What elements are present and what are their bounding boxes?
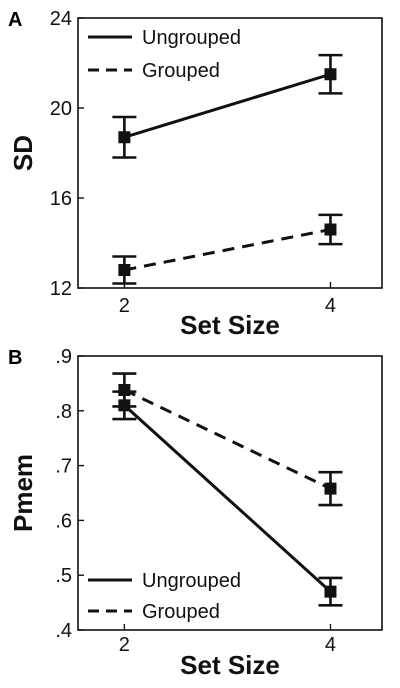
data-point (118, 131, 131, 144)
y-tick-label: 20 (50, 98, 72, 120)
plot-frame (77, 355, 383, 631)
panel-letter: A (8, 9, 22, 31)
legend-label: Ungrouped (142, 27, 241, 49)
y-tick-label: .9 (55, 346, 72, 368)
legend-label: Grouped (142, 60, 220, 82)
series-line (123, 72, 331, 139)
x-tick-label: 4 (325, 295, 336, 317)
series-grouped (112, 372, 343, 507)
data-point (118, 264, 131, 276)
y-tick-label: .5 (55, 565, 72, 587)
y-tick-label: 24 (50, 8, 72, 30)
panel-b: B .4 .5 .6 .7 .8 .9 2 4 Set Size Pmem Ungrouped Grou… (8, 346, 383, 680)
y-tick-label: .4 (55, 620, 72, 642)
y-tick-label: 12 (50, 278, 72, 300)
series-ungrouped (112, 53, 343, 159)
data-point (324, 223, 337, 236)
y-tick-label: .8 (55, 401, 72, 423)
series-grouped (112, 213, 343, 285)
x-tick-label: 2 (119, 634, 130, 656)
panel-letter: B (8, 347, 22, 369)
legend-label: Ungrouped (142, 570, 241, 592)
data-point (118, 383, 131, 396)
series-line (124, 228, 331, 272)
plot-frame (77, 17, 383, 289)
data-point (324, 585, 337, 598)
series-line (123, 388, 332, 490)
y-tick-label: .6 (55, 510, 72, 532)
data-point (324, 482, 337, 495)
x-axis-label: Set Size (180, 310, 280, 340)
y-tick-label: 16 (50, 188, 72, 210)
y-tick-label: .7 (55, 456, 72, 478)
x-tick-label: 2 (119, 295, 130, 317)
data-point (324, 68, 337, 81)
y-axis-label: Pmem (8, 454, 38, 532)
series-line (123, 404, 332, 593)
legend-label: Grouped (142, 601, 220, 623)
y-axis-label: SD (8, 135, 38, 171)
x-axis-label: Set Size (180, 650, 280, 680)
x-tick-label: 4 (325, 634, 336, 656)
